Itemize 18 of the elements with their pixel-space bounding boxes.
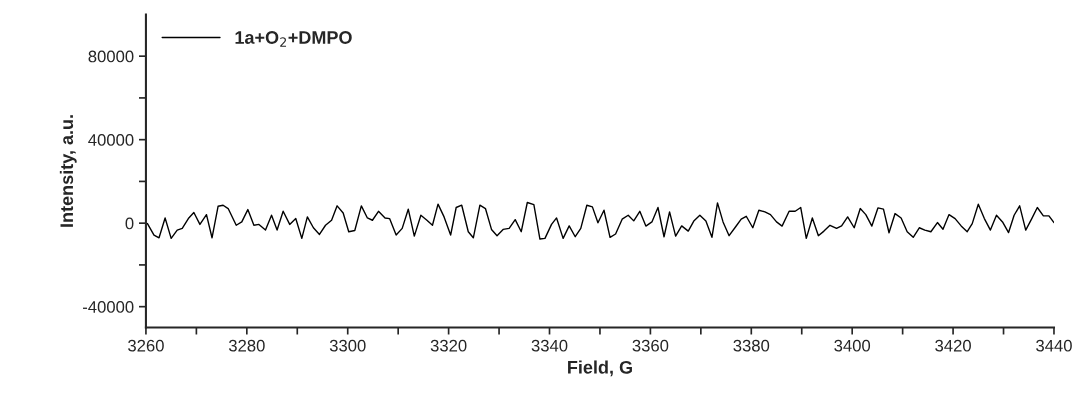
x-tick-label: 3280	[228, 339, 265, 352]
x-tick-label: 3320	[430, 339, 467, 352]
y-axis-title: Intensity, a.u.	[59, 115, 77, 227]
x-tick-label: 3440	[1036, 339, 1072, 352]
x-tick-label: 3400	[834, 339, 871, 352]
x-tick-label: 3360	[632, 339, 669, 352]
x-axis-title: Field, G	[568, 360, 632, 377]
x-tick-label: 3260	[128, 339, 164, 352]
line-series	[146, 201, 1054, 240]
x-tick-label: 3380	[733, 339, 770, 352]
x-tick-label: 3340	[531, 339, 568, 352]
x-tick-label: 3300	[329, 339, 366, 352]
legend-label: 1a+O$_{2}$+DMPO	[235, 31, 352, 47]
y-tick-label: -40000	[82, 301, 134, 313]
y-tick-label: 0	[125, 217, 134, 230]
y-tick-label: 80000	[88, 50, 134, 63]
x-tick-label: 3420	[935, 339, 971, 352]
y-tick-label: 40000	[88, 134, 134, 146]
